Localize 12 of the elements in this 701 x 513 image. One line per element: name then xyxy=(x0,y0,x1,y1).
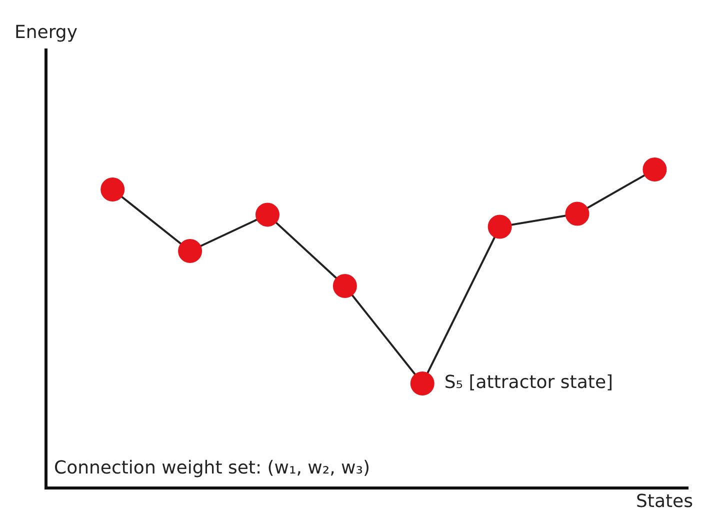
annotation: Connection weight set: (w₁, w₂, w₃) xyxy=(54,458,370,479)
point xyxy=(332,274,357,298)
point xyxy=(488,214,512,239)
annotation: S₅ [attractor state] xyxy=(444,372,614,394)
point xyxy=(255,202,280,227)
point xyxy=(565,202,590,226)
point xyxy=(642,157,667,182)
x-axis-title: States xyxy=(636,491,693,512)
text: Energy xyxy=(14,22,78,43)
point xyxy=(410,372,434,396)
point xyxy=(178,239,202,263)
point xyxy=(100,178,125,202)
